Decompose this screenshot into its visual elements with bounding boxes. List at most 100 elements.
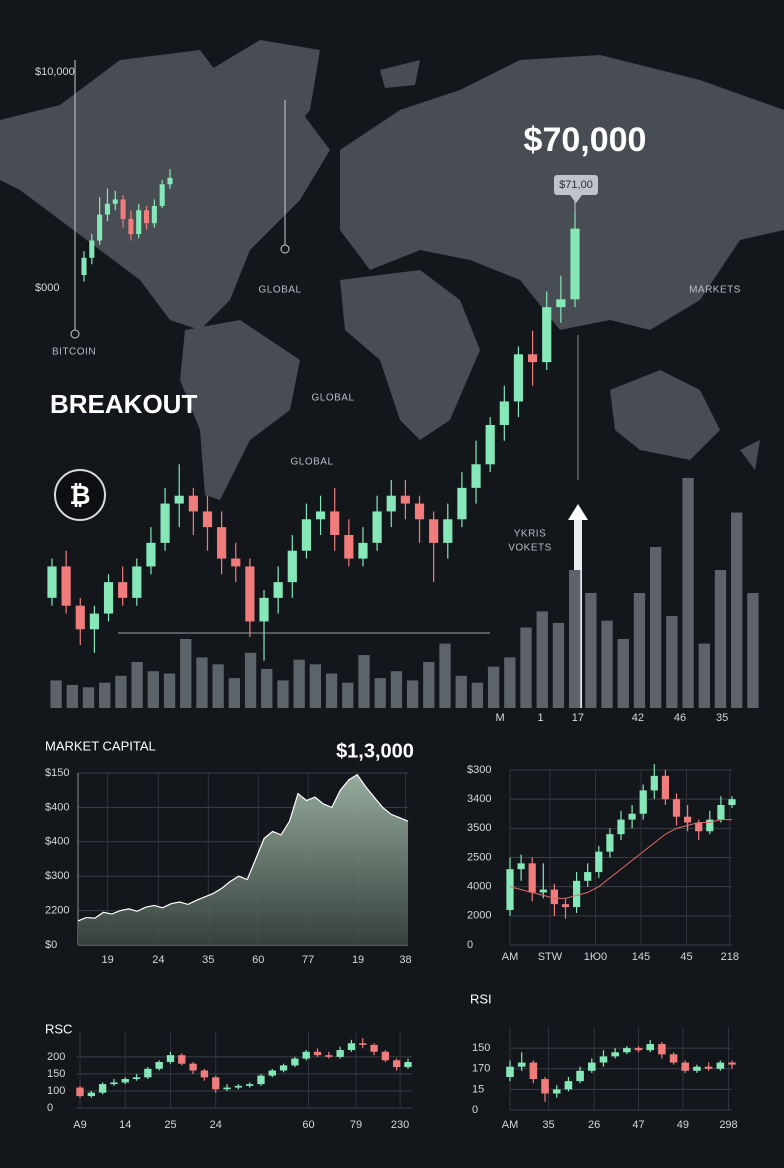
candle-body (617, 819, 625, 835)
map-label: GLOBAL (258, 285, 301, 296)
y-tick-label: 150 (472, 1042, 490, 1054)
candle-body (301, 519, 312, 551)
candle-body (443, 519, 453, 543)
candle-body (561, 904, 570, 908)
candle-body (539, 889, 547, 893)
x-tick-label: 38 (399, 954, 411, 966)
x-tick-label: 35 (542, 1119, 554, 1131)
note-label: VOKETS (508, 543, 552, 554)
volume-bar (439, 643, 451, 708)
y-tick-label: 170 (472, 1063, 490, 1075)
x-tick-label: 49 (677, 1119, 689, 1131)
volume-bar (520, 627, 532, 708)
candle-body (174, 495, 184, 504)
y-tick-label: $400 (45, 801, 69, 813)
candle-body (728, 1062, 736, 1065)
volume-bar (406, 680, 419, 708)
decor-lines (70, 60, 579, 634)
x-tick-label: 26 (588, 1119, 600, 1131)
x-tick-label: 24 (152, 954, 164, 966)
candle-body (550, 889, 559, 905)
candle-body (606, 834, 614, 852)
y-tick-label: $300 (45, 870, 69, 882)
candle-body (706, 819, 714, 832)
candle-body (344, 535, 354, 559)
volume-bar (228, 678, 241, 708)
candle-body (661, 775, 670, 800)
market-title: MARKET CAPITAL (45, 738, 156, 753)
candle-body (61, 566, 71, 606)
candle-body (279, 1065, 288, 1071)
candle-body (259, 597, 269, 622)
y-tick-label: 4000 (467, 881, 491, 893)
candle-body (98, 1084, 107, 1093)
volume-bar (552, 622, 565, 708)
candle-body (325, 1055, 333, 1057)
candle-body (121, 1079, 129, 1083)
candle-body (188, 495, 198, 512)
candle-body (499, 401, 509, 425)
candle-body (570, 228, 580, 300)
volume-bar (698, 643, 710, 708)
note-label: YKRIS (514, 529, 547, 540)
candle-body (200, 1070, 209, 1078)
candle-body (717, 805, 725, 820)
candle-body (112, 199, 118, 204)
price-headline: $70,000 (524, 121, 647, 159)
volume-bar (293, 659, 305, 708)
x-tick-label: 35 (716, 712, 728, 724)
rsi-title: RSI (470, 991, 492, 1006)
y-tick-label: 150 (47, 1068, 65, 1080)
volume-bar (649, 547, 662, 708)
volume-bar (568, 570, 581, 708)
candle-body (217, 527, 227, 559)
volume-bar (309, 664, 322, 708)
candle-body (639, 790, 647, 814)
candle-body (576, 1070, 584, 1082)
volume-bar (390, 671, 403, 708)
y-tick-label: $10,000 (35, 66, 75, 78)
candle-body (393, 1060, 401, 1068)
candle-body (693, 1066, 701, 1071)
candle-body (144, 1068, 152, 1078)
candle-body (529, 1062, 538, 1080)
candle-body (517, 863, 525, 870)
x-tick-label: M (496, 712, 505, 724)
candle-body (76, 1087, 84, 1097)
candle-body (386, 495, 396, 512)
bitcoin-label: BITCOIN (52, 347, 96, 358)
x-tick-label: A9 (73, 1119, 86, 1131)
candle-body (404, 1061, 412, 1068)
candle-body (89, 613, 99, 630)
candle-body (513, 354, 524, 402)
volume-bar (731, 512, 743, 708)
x-tick-label: AM (502, 951, 519, 963)
candle-body (291, 1058, 299, 1066)
candle-body (81, 257, 87, 276)
volume-bar (504, 657, 516, 708)
x-tick-label: 25 (164, 1119, 176, 1131)
candle-body (381, 1051, 390, 1061)
breakout-title: BREAKOUT (50, 389, 197, 419)
candle-body (287, 550, 297, 583)
candle-body (517, 1062, 526, 1067)
market-value: $1,3,000 (336, 740, 414, 762)
volume-bar (358, 655, 370, 708)
candle-body (584, 872, 592, 881)
candle-body (103, 582, 114, 614)
candle-body (128, 218, 134, 234)
volume-bar (747, 593, 759, 708)
candle-body (528, 863, 536, 893)
candle-body (669, 1054, 678, 1063)
candle-body (167, 177, 173, 185)
x-tick-label: 60 (252, 954, 264, 966)
candle-body (429, 519, 439, 543)
candle-body (658, 1044, 666, 1055)
y-tick-label: 100 (47, 1085, 65, 1097)
candle-body (400, 495, 410, 504)
volume-bar (601, 620, 613, 708)
y-tick-label: $400 (45, 836, 69, 848)
y-tick-label: $300 (467, 764, 491, 776)
candle-body (166, 1055, 175, 1062)
candle-body (542, 307, 552, 363)
